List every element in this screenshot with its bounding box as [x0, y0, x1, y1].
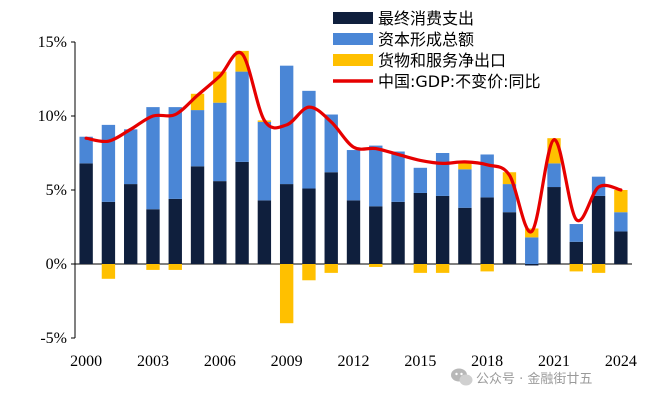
bar-capital-formation — [168, 107, 182, 199]
bar-consumption — [413, 192, 428, 264]
bar-consumption — [458, 207, 472, 264]
x-tick-label: 2018 — [471, 353, 503, 370]
bar-consumption — [213, 181, 227, 264]
x-tick-label: 2024 — [605, 353, 637, 370]
bar-net-exports — [146, 264, 160, 270]
y-tick-label: 5% — [46, 182, 67, 199]
x-tick-label: 2003 — [137, 353, 169, 370]
bar-consumption — [257, 200, 272, 264]
bar-net-exports — [235, 50, 249, 72]
bar-net-exports — [168, 264, 182, 270]
bar-consumption — [101, 201, 116, 264]
bar-capital-formation — [480, 154, 494, 198]
bar-capital-formation — [569, 224, 583, 242]
bar-net-exports — [101, 264, 116, 279]
bar-capital-formation — [213, 102, 227, 182]
bar-capital-formation — [458, 169, 472, 208]
legend-label: 最终消费支出 — [378, 9, 474, 28]
watermark-text: 公众号 · 金融街廿五 — [476, 371, 592, 387]
bar-net-exports — [302, 264, 316, 281]
bar-consumption — [146, 209, 160, 264]
bar-net-exports — [591, 264, 606, 273]
bar-consumption — [369, 206, 383, 264]
bar-capital-formation — [614, 212, 628, 232]
tick-labels: -5% 0% 5% 10% 15% 2000 2003 2006 2009 2012 2015 201… — [38, 34, 637, 370]
legend-swatch — [333, 12, 373, 24]
bar-capital-formation — [190, 110, 205, 167]
bar-consumption — [79, 163, 93, 264]
bar-consumption — [279, 184, 294, 264]
bar-net-exports — [435, 264, 450, 273]
gdp-line — [84, 50, 623, 234]
y-tick-label: -5% — [40, 330, 67, 347]
bar-consumption — [235, 161, 249, 264]
bar-net-exports — [369, 264, 383, 267]
bar-capital-formation — [369, 145, 383, 207]
bar-net-exports — [480, 264, 494, 272]
watermark: 公众号 · 金融街廿五 — [451, 368, 592, 387]
legend-label: 中国:GDP:不变价:同比 — [378, 72, 541, 91]
bars — [79, 50, 628, 324]
bar-consumption — [324, 172, 338, 264]
bar-consumption — [346, 200, 361, 264]
bar-net-exports — [279, 264, 294, 324]
y-tick-label: 0% — [46, 256, 67, 273]
bar-consumption — [168, 198, 182, 264]
bar-consumption — [302, 188, 316, 264]
bar-capital-formation — [413, 167, 428, 193]
bar-capital-formation — [79, 136, 93, 164]
bar-consumption — [547, 187, 561, 264]
y-tick-label: 10% — [38, 108, 67, 125]
legend-swatch — [333, 33, 373, 45]
bar-consumption — [190, 166, 205, 264]
x-tick-label: 2012 — [338, 353, 370, 370]
legend-label: 资本形成总额 — [378, 30, 474, 49]
x-tick-label: 2006 — [204, 353, 236, 370]
legend-capital-formation: 资本形成总额 — [333, 30, 474, 49]
bar-capital-formation — [235, 71, 249, 162]
y-tick-label: 15% — [38, 34, 67, 51]
legend-gdp: 中国:GDP:不变价:同比 — [333, 72, 541, 91]
bar-consumption — [391, 201, 405, 264]
gdp-line-layer — [84, 50, 623, 234]
bar-capital-formation — [101, 124, 116, 202]
bar-net-exports — [569, 264, 583, 272]
bar-net-exports — [324, 264, 338, 273]
bar-capital-formation — [435, 153, 450, 196]
wechat-icon — [451, 368, 473, 386]
bar-capital-formation — [346, 150, 361, 201]
bar-consumption — [614, 231, 628, 264]
legend-swatch — [333, 54, 373, 66]
bar-capital-formation — [324, 114, 338, 173]
bar-capital-formation — [391, 151, 405, 202]
bar-capital-formation — [547, 163, 561, 188]
bar-capital-formation — [257, 121, 272, 201]
legend-label: 货物和服务净出口 — [378, 51, 506, 70]
bar-consumption — [525, 264, 539, 266]
x-tick-label: 2009 — [271, 353, 303, 370]
legend-net-exports: 货物和服务净出口 — [333, 51, 506, 70]
bar-consumption — [591, 195, 606, 264]
x-tick-label: 2015 — [404, 353, 436, 370]
x-tick-label: 2021 — [538, 353, 570, 370]
bar-capital-formation — [525, 237, 539, 264]
bar-consumption — [124, 184, 138, 264]
legend-consumption: 最终消费支出 — [333, 9, 474, 28]
bar-consumption — [569, 241, 583, 264]
bar-capital-formation — [124, 129, 138, 185]
bar-net-exports — [458, 163, 472, 170]
bar-capital-formation — [146, 107, 160, 210]
bar-consumption — [502, 212, 517, 264]
bar-consumption — [480, 197, 494, 264]
bar-capital-formation — [502, 184, 517, 213]
bar-net-exports — [413, 264, 428, 273]
x-tick-label: 2000 — [70, 353, 102, 370]
bar-capital-formation — [302, 90, 316, 189]
bar-consumption — [435, 195, 450, 264]
bar-net-exports — [614, 190, 628, 213]
